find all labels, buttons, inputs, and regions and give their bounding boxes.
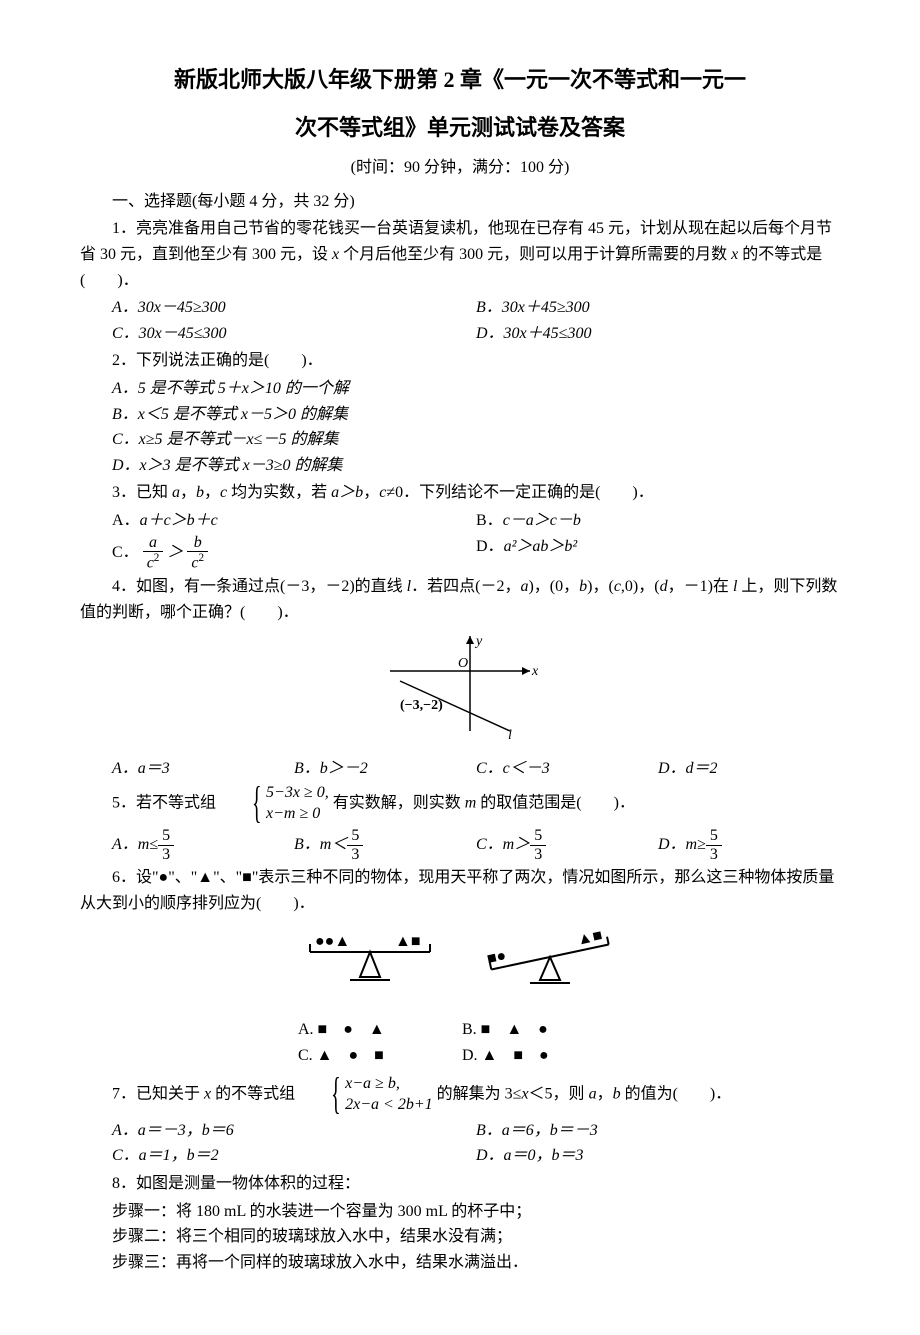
main-title-line2: 次不等式组》单元测试试卷及答案 (80, 108, 840, 148)
main-title-line1: 新版北师大版八年级下册第 2 章《一元一次不等式和一元一 (80, 60, 840, 100)
q7-opt-a: A．a＝－3，b＝6 (112, 1118, 476, 1144)
q3-opt-b: B．c－a＞c－b (476, 508, 840, 534)
q5-opt-b: B．m＜53 (294, 827, 476, 863)
q6-balance-diagram: ●●▲ ▲■ ■● ▲■ (80, 922, 840, 1011)
q7-ta: 7．已知关于 (112, 1086, 204, 1103)
q1-options: A．30x－45≥300 B．30x＋45≥300 C．30x－45≤300 D… (80, 295, 840, 346)
q6-opt-d: D. ▲ ■ ● (462, 1043, 622, 1069)
q1-opt-b: B．30x＋45≥300 (476, 295, 840, 321)
q3-td: 均为实数，若 (227, 484, 331, 501)
q5-options: A．m≤53 B．m＜53 C．m＞53 D．m≥53 (80, 827, 840, 863)
q6-opt-a: A. ■ ● ▲ (298, 1017, 458, 1043)
svg-text:■●: ■● (485, 948, 507, 969)
q3-opt-d: D．a²＞ab＞b² (476, 534, 840, 573)
q3-tf: ≠0．下列结论不一定正确的是( )． (386, 484, 653, 501)
q4-tc: )，(0， (528, 578, 579, 595)
q7-opt-b: B．a＝6，b＝－3 (476, 1118, 840, 1144)
q7-td: ＜5，则 (529, 1086, 589, 1103)
q3-te: ， (363, 484, 379, 501)
q2-opt-d: D．x＞3 是不等式 x－3≥0 的解集 (112, 453, 840, 479)
q3-opt-a: A．a＋c＞b＋c (112, 508, 476, 534)
q1-text-b: 个月后他至少有 300 元，则可以用于计算所需要的月数 (339, 246, 731, 263)
q3-tb: ， (180, 484, 196, 501)
q7-options: A．a＝－3，b＝6 B．a＝6，b＝－3 C．a＝1，b＝2 D．a＝0，b＝… (80, 1118, 840, 1169)
q8-step3: 步骤三：再将一个同样的玻璃球放入水中，结果水满溢出． (80, 1250, 840, 1276)
q7-sys2: 2x−a < 2b+1 (313, 1095, 433, 1116)
q1-opt-d: D．30x＋45≤300 (476, 321, 840, 347)
q2-opt-a: A．5 是不等式 5＋x＞10 的一个解 (112, 376, 840, 402)
svg-text:●●▲: ●●▲ (315, 933, 350, 950)
exam-info: (时间：90 分钟，满分：100 分) (80, 155, 840, 181)
q7-opt-d: D．a＝0，b＝3 (476, 1143, 840, 1169)
q6-opt-b: B. ■ ▲ ● (462, 1017, 622, 1043)
q3-text-a: 3．已知 (112, 484, 172, 501)
q6-options: A. ■ ● ▲ B. ■ ▲ ● C. ▲ ● ■ D. ▲ ■ ● (80, 1017, 840, 1068)
q4-opt-a: A．a＝3 (112, 756, 294, 782)
question-8: 8．如图是测量一物体体积的过程： (80, 1171, 840, 1197)
svg-text:y: y (474, 634, 483, 649)
q5-ta: 5．若不等式组 (112, 795, 216, 812)
svg-text:(−3,−2): (−3,−2) (400, 698, 443, 713)
section-1-header: 一、选择题(每小题 4 分，共 32 分) (80, 189, 840, 215)
q8-step1: 步骤一：将 180 mL 的水装进一个容量为 300 mL 的杯子中； (80, 1199, 840, 1225)
q3-tc: ， (204, 484, 220, 501)
q3-options: A．a＋c＞b＋c B．c－a＞c－b C． ac2 ＞ bc2 D．a²＞ab… (80, 508, 840, 572)
question-6: 6．设"●"、"▲"、"■"表示三种不同的物体，现用天平称了两次，情况如图所示，… (80, 865, 840, 916)
q7-tf: 的值为( )． (621, 1086, 732, 1103)
q3-opt-c: C． ac2 ＞ bc2 (112, 534, 476, 573)
q4-tf: ，－1)在 (668, 578, 733, 595)
q4-tb: ．若四点(－2， (411, 578, 520, 595)
q5-opt-d: D．m≥53 (658, 827, 840, 863)
q2-options: A．5 是不等式 5＋x＞10 的一个解 B．x＜5 是不等式 x－5＞0 的解… (80, 376, 840, 478)
q4-te: ,0)，( (621, 578, 660, 595)
svg-text:x: x (531, 664, 539, 679)
q2-opt-c: C．x≥5 是不等式－x≤－5 的解集 (112, 427, 840, 453)
q5-tb: 有实数解，则实数 (333, 795, 465, 812)
question-5: 5．若不等式组 5−3x ≥ 0, x−m ≥ 0 有实数解，则实数 m 的取值… (80, 783, 840, 825)
q5-opt-c: C．m＞53 (476, 827, 658, 863)
q7-te: ， (597, 1086, 613, 1103)
svg-text:▲■: ▲■ (395, 933, 421, 950)
question-4: 4．如图，有一条通过点(－3，－2)的直线 l．若四点(－2，a)，(0，b)，… (80, 574, 840, 625)
q5-sys2: x−m ≥ 0 (234, 804, 329, 825)
q5-tc: 的取值范围是( )． (476, 795, 635, 812)
q4-ta: 4．如图，有一条通过点(－3，－2)的直线 (112, 578, 407, 595)
q4-td: )，( (587, 578, 614, 595)
q2-opt-b: B．x＜5 是不等式 x－5＞0 的解集 (112, 402, 840, 428)
q7-opt-c: C．a＝1，b＝2 (112, 1143, 476, 1169)
q1-opt-c: C．30x－45≤300 (112, 321, 476, 347)
svg-text:O: O (458, 656, 468, 671)
q4-opt-c: C．c＜－3 (476, 756, 658, 782)
question-1: 1．亮亮准备用自己节省的零花钱买一台英语复读机，他现在已存有 45 元，计划从现… (80, 216, 840, 293)
q4-opt-d: D．d＝2 (658, 756, 840, 782)
q4-graph: y x O (−3,−2) l (80, 631, 840, 750)
q7-tc: 的解集为 3≤ (437, 1086, 522, 1103)
question-2: 2．下列说法正确的是( )． (80, 348, 840, 374)
q8-step2: 步骤二：将三个相同的玻璃球放入水中，结果水没有满； (80, 1224, 840, 1250)
q5-sys1: 5−3x ≥ 0, (234, 783, 329, 804)
q4-options: A．a＝3 B．b＞－2 C．c＜－3 D．d＝2 (80, 756, 840, 782)
question-7: 7．已知关于 x 的不等式组 x−a ≥ b, 2x−a < 2b+1 的解集为… (80, 1074, 840, 1116)
q4-opt-b: B．b＞－2 (294, 756, 476, 782)
q1-opt-a: A．30x－45≥300 (112, 295, 476, 321)
q7-sys1: x−a ≥ b, (313, 1074, 433, 1095)
q7-tb: 的不等式组 (211, 1086, 295, 1103)
q5-opt-a: A．m≤53 (112, 827, 294, 863)
svg-text:l: l (508, 728, 512, 741)
question-3: 3．已知 a，b，c 均为实数，若 a＞b，c≠0．下列结论不一定正确的是( )… (80, 480, 840, 506)
